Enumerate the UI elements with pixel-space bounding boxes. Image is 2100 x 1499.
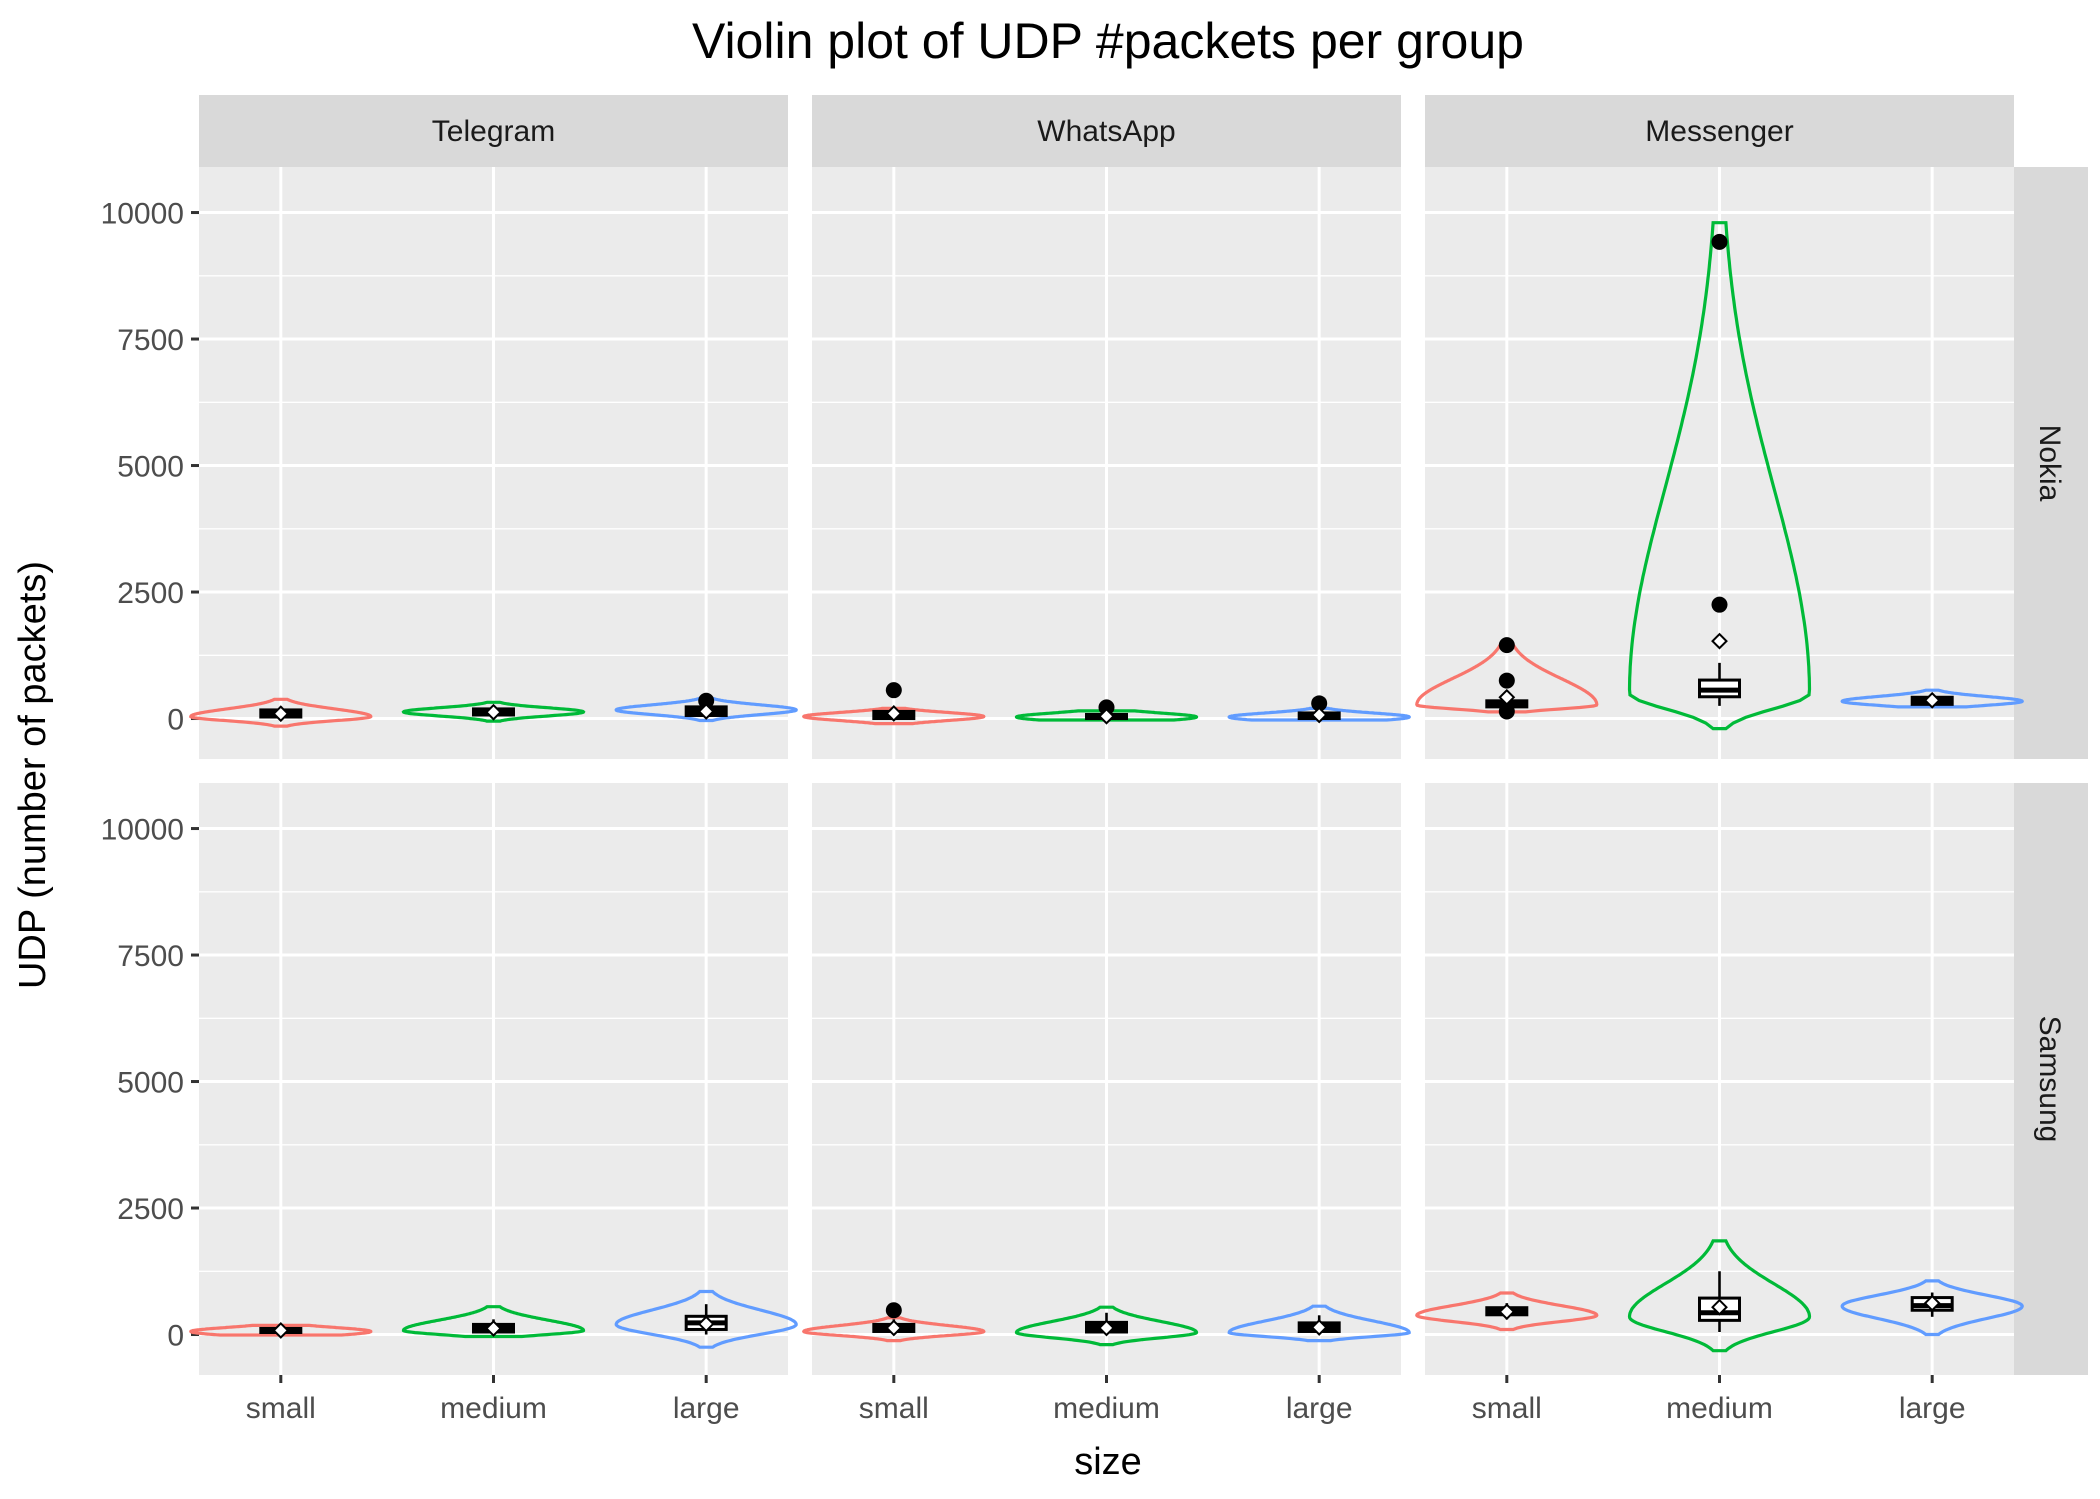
violin-small xyxy=(1415,1291,1599,1332)
mean-marker xyxy=(1923,1294,1941,1312)
facet-strip-nokia xyxy=(2014,167,2088,759)
violin-small xyxy=(188,697,373,728)
outlier-point xyxy=(1498,703,1515,720)
outlier-point xyxy=(885,682,902,699)
y-tick-label: 7500 xyxy=(117,324,184,357)
mean-marker xyxy=(1098,1319,1115,1337)
mean-marker xyxy=(1923,691,1941,709)
x-tick-label: large xyxy=(1286,1392,1353,1425)
violin-medium xyxy=(1627,221,1812,731)
x-tick-label: small xyxy=(859,1392,929,1425)
y-tick-label: 2500 xyxy=(117,1193,184,1226)
violin-medium xyxy=(1014,1305,1199,1347)
facet-label-messenger: Messenger xyxy=(1645,115,1793,148)
panels: Telegram WhatsApp Messenger Nokia Samsung 0 25… xyxy=(101,95,2088,1425)
mean-marker xyxy=(697,1315,715,1333)
facet-label-nokia: Nokia xyxy=(2033,425,2066,502)
chart-title: Violin plot of UDP #packets per group xyxy=(692,13,1524,69)
y-tick-label: 2500 xyxy=(117,577,184,610)
mean-marker xyxy=(272,705,290,723)
facet-label-samsung: Samsung xyxy=(2033,1016,2066,1143)
x-tick-label: large xyxy=(673,1392,740,1425)
violin-large xyxy=(1227,1304,1411,1343)
mean-marker xyxy=(485,1320,502,1337)
facet-strip-messenger xyxy=(1425,95,2014,167)
facet-strip-whatsapp xyxy=(812,95,1401,167)
mean-marker xyxy=(1310,706,1328,724)
mean-marker xyxy=(272,1322,290,1339)
y-tick-label: 10000 xyxy=(101,198,184,231)
outlier-point xyxy=(1711,596,1728,613)
mean-marker xyxy=(697,703,715,720)
y-tick-label: 5000 xyxy=(117,1067,184,1100)
violin-medium xyxy=(1627,1239,1812,1353)
outlier-point xyxy=(1498,672,1515,689)
violin-small xyxy=(801,1316,986,1343)
mean-marker xyxy=(1498,1303,1516,1321)
violin-small xyxy=(802,706,986,726)
mean-marker xyxy=(885,705,903,722)
mean-marker xyxy=(1711,632,1728,650)
violin-large xyxy=(614,1289,798,1349)
mean-marker xyxy=(1498,688,1516,706)
x-tick-label: medium xyxy=(1053,1392,1160,1425)
mean-marker xyxy=(1098,707,1115,725)
facet-strip-samsung xyxy=(2014,783,2088,1375)
mean-marker xyxy=(1711,1298,1728,1316)
y-tick-label: 0 xyxy=(167,704,184,737)
y-axis-title: UDP (number of packets) xyxy=(12,561,54,989)
x-axis-title: size xyxy=(1074,1441,1142,1483)
y-tick-label: 5000 xyxy=(117,451,184,484)
outlier-point xyxy=(1711,233,1728,250)
violin-medium xyxy=(401,700,586,723)
facet-label-telegram: Telegram xyxy=(432,115,555,148)
y-tick-label: 7500 xyxy=(117,940,184,973)
mean-marker xyxy=(1310,1319,1328,1336)
facet-strip-telegram xyxy=(199,95,788,167)
x-tick-label: small xyxy=(1472,1392,1542,1425)
y-tick-label: 10000 xyxy=(101,814,184,847)
x-tick-label: medium xyxy=(440,1392,547,1425)
violin-large xyxy=(614,696,798,723)
y-tick-label: 0 xyxy=(167,1320,184,1353)
outlier-point xyxy=(698,692,715,709)
violin-large xyxy=(1840,1279,2024,1337)
x-tick-label: medium xyxy=(1666,1392,1773,1425)
outlier-point xyxy=(1311,695,1328,712)
outlier-point xyxy=(1098,699,1115,716)
mean-marker xyxy=(485,703,502,721)
outlier-point xyxy=(885,1302,902,1319)
facet-label-whatsapp: WhatsApp xyxy=(1037,115,1175,148)
mean-marker xyxy=(885,1319,903,1337)
outlier-point xyxy=(1498,637,1515,654)
x-tick-label: large xyxy=(1899,1392,1966,1425)
x-tick-label: small xyxy=(246,1392,316,1425)
